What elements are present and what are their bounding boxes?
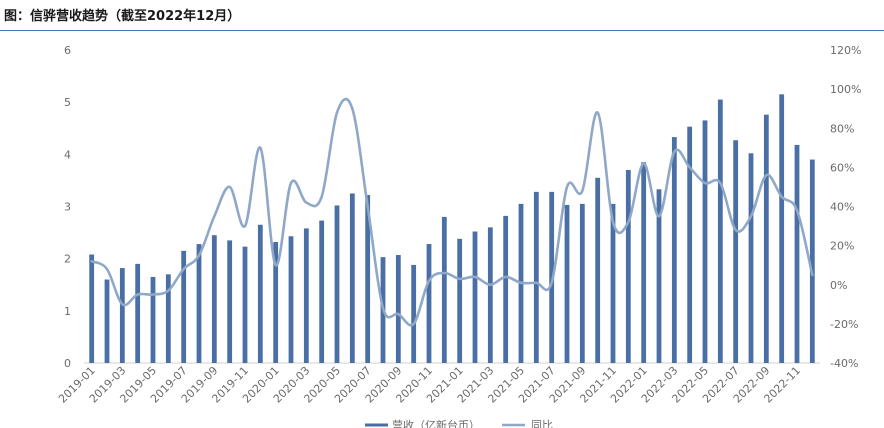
bar [211,235,217,363]
bar [702,120,708,363]
bar [119,268,125,363]
y-right-tick-label: 60% [830,161,854,174]
bar [288,236,294,363]
y-right-tick-label: -40% [830,357,858,370]
bar [733,140,739,363]
bar [779,94,785,363]
bar [242,246,248,363]
bar [610,203,616,363]
bar [687,126,693,363]
bar [303,228,309,363]
bar [579,203,585,363]
y-left-tick-label: 1 [64,305,71,318]
y-left-tick-label: 2 [64,253,71,266]
bar [641,162,647,363]
bar [441,216,447,363]
bar [625,169,631,363]
bar [809,159,815,363]
bar [135,263,141,363]
bar [656,189,662,363]
y-right-tick-label: -20% [830,318,858,331]
bar [794,144,800,363]
y-right-tick-label: 80% [830,122,854,135]
bar [349,193,355,363]
bar [89,254,95,363]
bar [763,114,769,363]
bar [196,244,202,363]
y-left-tick-label: 5 [64,96,71,109]
bar [533,191,539,363]
y-right-tick-label: 20% [830,240,854,253]
y-left-tick-label: 6 [64,44,71,57]
bar [257,224,263,363]
bar [165,274,171,363]
title-underline [0,30,884,31]
bar [104,279,110,363]
bar [411,264,417,363]
bar [181,250,187,363]
bar [227,240,233,363]
bar [319,220,325,363]
bar [395,255,401,363]
legend-label-revenue: 营收（亿新台币） [392,418,480,428]
y-right-tick-label: 40% [830,201,854,214]
y-left-tick-label: 0 [64,357,71,370]
bar [717,99,723,363]
chart-title: 图：信骅营收趋势（截至2022年12月） [4,9,241,24]
bar [564,204,570,363]
y-left-tick-label: 3 [64,201,71,214]
bar [426,244,432,363]
bar [503,215,509,363]
bar [273,241,279,363]
bar [457,238,463,363]
bar [487,227,493,363]
bar [334,205,340,363]
y-right-tick-label: 120% [830,44,861,57]
yoy-series-line [90,97,814,327]
y-left-tick-label: 4 [64,148,71,161]
bar [472,231,478,363]
bar [748,153,754,363]
bar [595,177,601,363]
bar [365,195,371,363]
y-right-tick-label: 0% [830,279,847,292]
bar [671,137,677,363]
bar [150,276,156,363]
y-right-tick-label: 100% [830,83,861,96]
legend-label-yoy: 同比 [531,419,553,428]
